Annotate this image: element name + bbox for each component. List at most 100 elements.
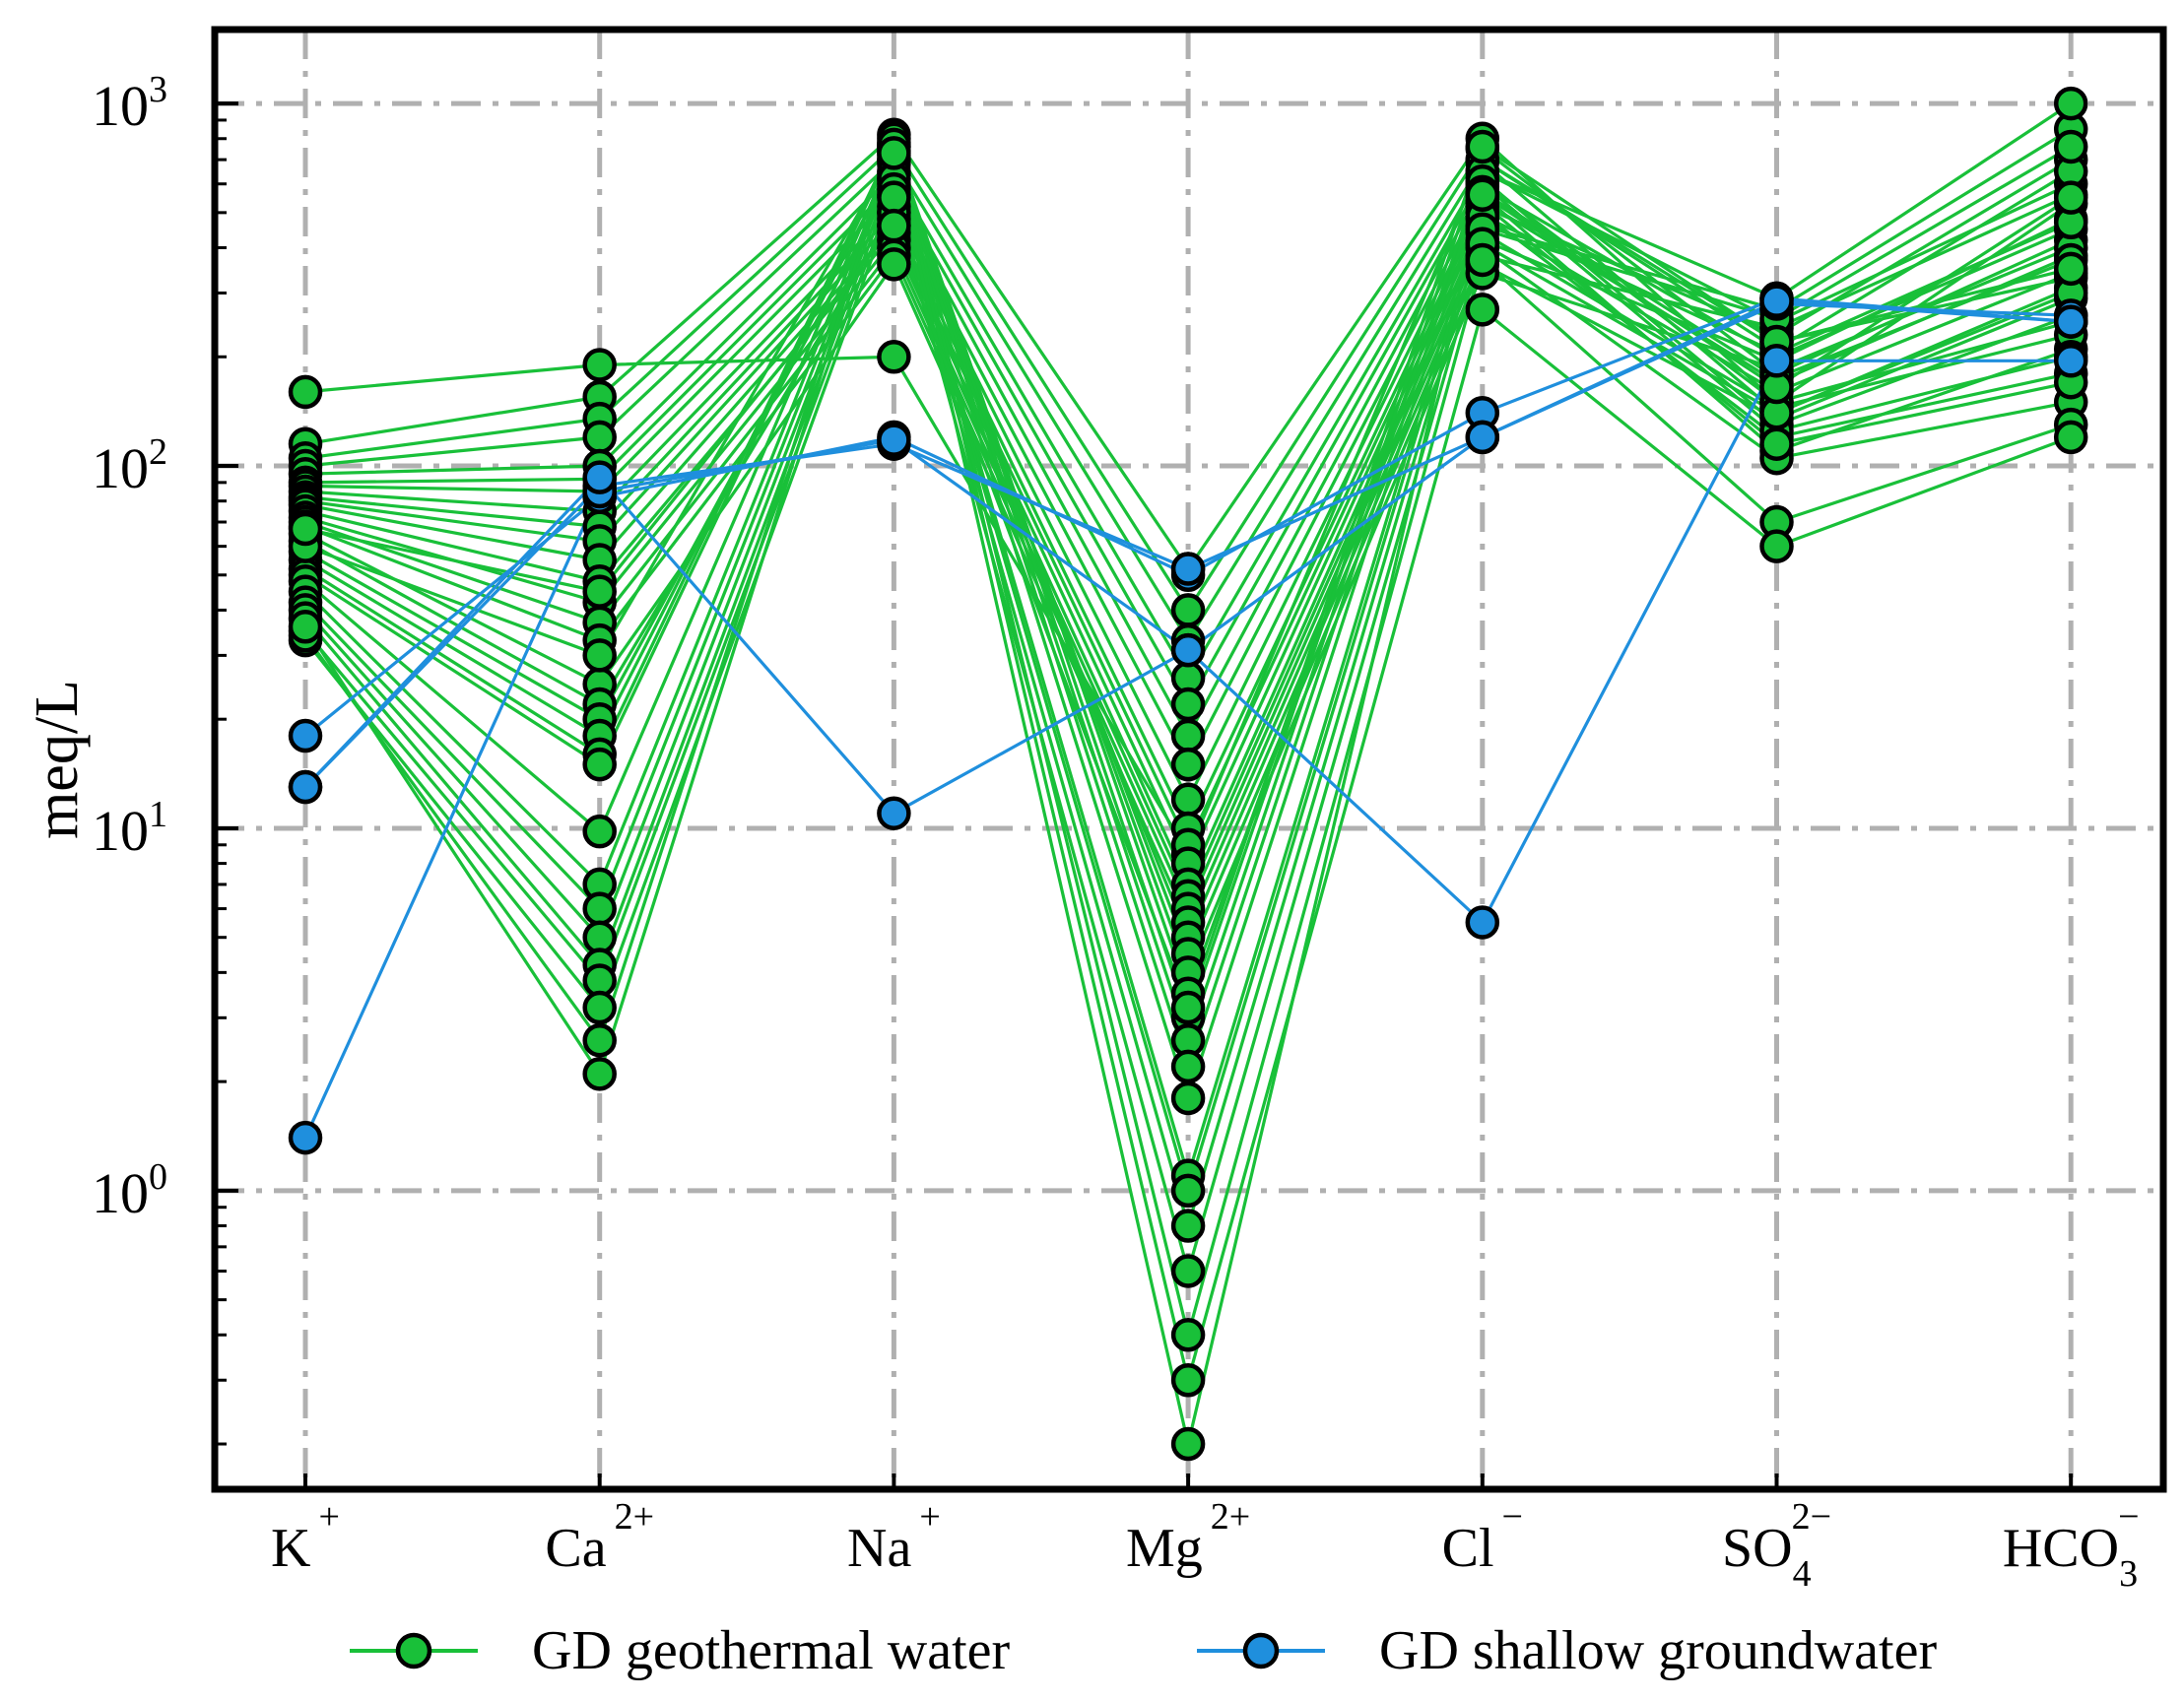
geothermal-point	[1170, 747, 1206, 782]
legend: GD geothermal water GD shallow groundwate…	[350, 1620, 1937, 1681]
geothermal-point	[288, 374, 323, 410]
geothermal-point	[1465, 242, 1500, 278]
geothermal-point	[582, 1022, 617, 1058]
geothermal-point	[582, 574, 617, 609]
x-axis-ticks: K+Ca2+Na+Mg2+Cl−SO42−HCO3−	[271, 1473, 2140, 1595]
y-tick-label: 103	[92, 69, 167, 138]
geothermal-point	[1465, 293, 1500, 327]
category-main: Cl	[1442, 1518, 1494, 1579]
category-main: Na	[847, 1518, 911, 1579]
category-superscript: −	[1502, 1496, 1523, 1538]
geothermal-point	[1170, 1318, 1206, 1352]
y-tick-label-exponent: 2	[149, 431, 167, 473]
shallow-point	[2053, 304, 2088, 339]
y-tick-label-exponent: 0	[149, 1156, 167, 1198]
category-superscript: +	[319, 1496, 340, 1538]
geothermal-point	[1465, 177, 1500, 212]
shallow-point	[1170, 632, 1206, 668]
y-axis-label: meq/L	[24, 680, 91, 839]
geothermal-point	[877, 208, 911, 243]
geothermal-point	[877, 180, 911, 215]
category-main: Ca	[545, 1518, 606, 1579]
geothermal-point	[582, 747, 617, 782]
y-tick-label-base: 10	[92, 436, 149, 500]
y-tick-label-base: 10	[92, 1161, 149, 1225]
y-tick-label-exponent: 3	[149, 69, 167, 110]
y-tick-label: 100	[92, 1156, 167, 1225]
y-tick-label-base: 10	[92, 799, 149, 863]
geothermal-point	[582, 638, 617, 673]
geothermal-point	[1170, 990, 1206, 1025]
shallow-point	[877, 423, 911, 457]
category-superscript: −	[2118, 1496, 2139, 1538]
geothermal-point	[1170, 1049, 1206, 1084]
geothermal-point	[1170, 1426, 1206, 1462]
geothermal-point	[877, 136, 911, 170]
legend-marker	[395, 1632, 432, 1669]
category-main: Mg	[1126, 1518, 1203, 1579]
geothermal-point	[2053, 129, 2088, 164]
category-subscript: 4	[1793, 1553, 1812, 1595]
y-tick-label: 101	[92, 794, 167, 863]
y-tick-label-exponent: 1	[149, 794, 167, 835]
geothermal-point	[1759, 426, 1794, 461]
category-superscript: 2+	[615, 1496, 654, 1538]
legend-label: GD geothermal water	[532, 1620, 1010, 1681]
geothermal-point	[582, 420, 617, 455]
geothermal-point	[1170, 1362, 1206, 1398]
geothermal-point	[1170, 1173, 1206, 1209]
shallow-point	[1465, 905, 1500, 940]
geothermal-point	[877, 340, 911, 374]
x-category-label: Mg2+	[1126, 1496, 1250, 1579]
x-category-label: SO4 2−	[1722, 1496, 1831, 1595]
category-subscript: 3	[2119, 1553, 2138, 1595]
shallow-point	[582, 460, 617, 494]
geothermal-point	[1170, 593, 1206, 627]
legend-marker	[1242, 1632, 1280, 1669]
shallow-point	[877, 796, 911, 830]
data-markers	[288, 86, 2088, 1462]
geothermal-point	[582, 348, 617, 382]
x-category-label: Ca2+	[545, 1496, 654, 1579]
geothermal-point	[1170, 687, 1206, 722]
shallow-point	[1759, 344, 1794, 378]
category-superscript: +	[919, 1496, 940, 1538]
legend-label: GD shallow groundwater	[1379, 1620, 1937, 1681]
x-category-label: Na+	[847, 1496, 941, 1579]
shallow-point	[2053, 344, 2088, 378]
category-superscript: 2−	[1792, 1496, 1831, 1538]
geothermal-point	[582, 990, 617, 1025]
x-category-label: HCO3 −	[2003, 1496, 2140, 1595]
geothermal-point	[288, 610, 323, 644]
category-superscript: 2+	[1211, 1496, 1250, 1538]
geothermal-point	[288, 511, 323, 547]
geothermal-point	[2053, 180, 2088, 215]
geothermal-point	[2053, 251, 2088, 287]
geothermal-point	[1170, 1080, 1206, 1116]
geothermal-point	[582, 814, 617, 849]
y-tick-label: 102	[92, 431, 167, 500]
geothermal-point	[582, 920, 617, 954]
geothermal-point	[1465, 129, 1500, 164]
geothermal-point	[877, 247, 911, 282]
geothermal-point	[1170, 1209, 1206, 1243]
shallow-point	[1170, 552, 1206, 586]
x-category-label: Cl−	[1442, 1496, 1523, 1579]
shallow-point	[288, 769, 323, 805]
shallow-point	[1759, 284, 1794, 318]
geothermal-point	[582, 891, 617, 926]
geothermal-point	[1170, 782, 1206, 818]
category-main: HCO	[2003, 1518, 2119, 1579]
category-main: K	[271, 1518, 310, 1579]
geothermal-point	[1759, 529, 1794, 563]
x-category-label: K+	[271, 1496, 340, 1579]
shallow-point	[1465, 420, 1500, 455]
y-tick-label-base: 10	[92, 74, 149, 138]
shallow-point	[288, 1120, 323, 1155]
geothermal-point	[1170, 718, 1206, 753]
geothermal-point	[2053, 420, 2088, 455]
geothermal-point	[2053, 86, 2088, 121]
shallow-point	[288, 718, 323, 753]
